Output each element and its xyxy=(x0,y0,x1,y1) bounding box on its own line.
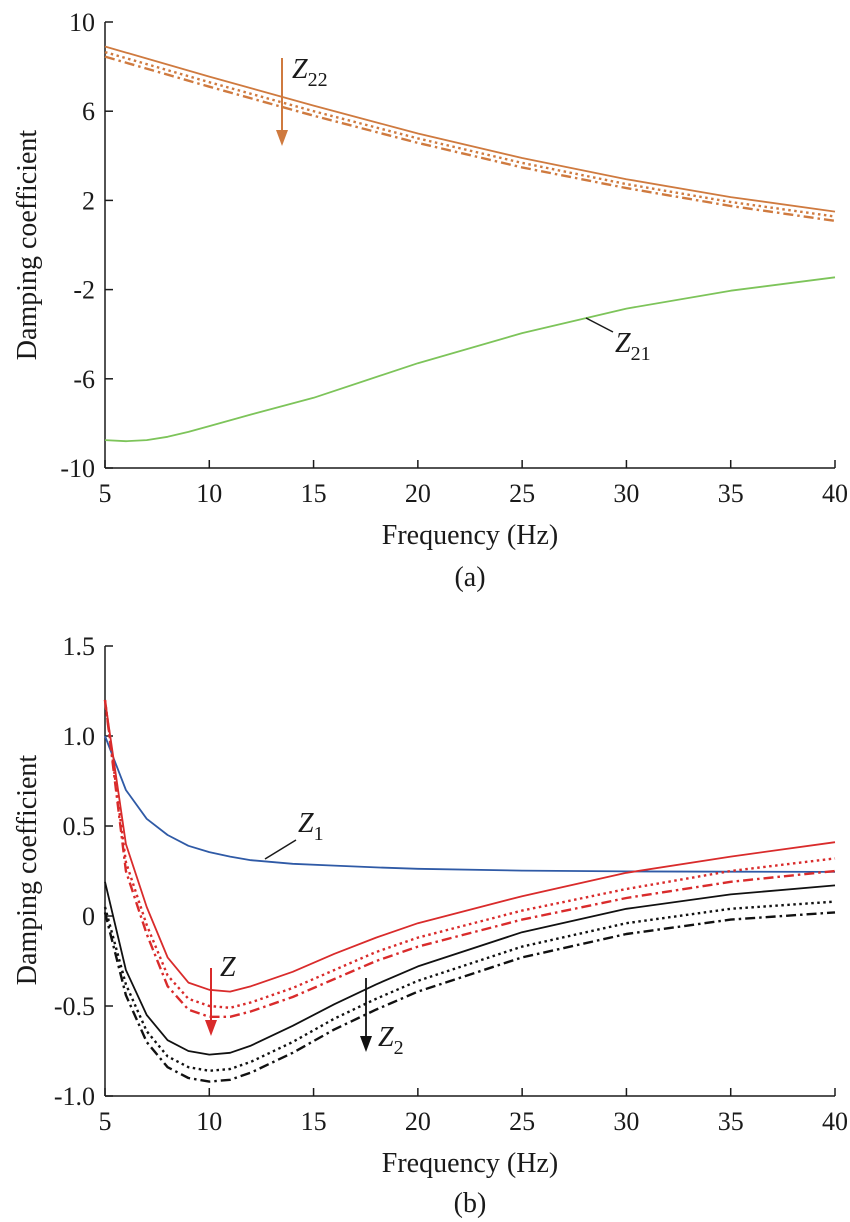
series-line-z2-solid xyxy=(104,881,836,1056)
y-tick-label: -10 xyxy=(60,454,95,483)
series-line-z21-solid xyxy=(104,276,836,443)
y-tick-label: 0 xyxy=(82,902,95,931)
x-ticks: 5 10 15 20 25 30 35 40 xyxy=(99,460,848,508)
series-line-z2-dashdot xyxy=(103,911,836,1083)
panel-label-a: (a) xyxy=(454,562,485,593)
annotation-z2: Z2 xyxy=(378,1022,404,1059)
series-line-z-dotted xyxy=(103,699,836,1009)
x-tick-label: 25 xyxy=(509,1107,535,1136)
y-axis-label: Damping coefficient xyxy=(12,755,43,986)
annotation-z1: Z1 xyxy=(298,808,324,845)
y-ticks: -10 -6 -2 2 6 10 xyxy=(60,8,113,483)
y-tick-label: 1.0 xyxy=(63,722,96,751)
panel-label-b: (b) xyxy=(454,1188,487,1219)
z-arrow-head xyxy=(205,1020,217,1036)
y-tick-label: 10 xyxy=(69,8,95,37)
x-tick-label: 30 xyxy=(613,479,639,508)
series-line-z-solid xyxy=(104,699,836,993)
x-tick-label: 40 xyxy=(822,479,848,508)
x-tick-label: 15 xyxy=(301,1107,327,1136)
y-tick-label: 2 xyxy=(82,186,95,215)
x-tick-label: 5 xyxy=(99,479,112,508)
series-line-z22-dashdot xyxy=(104,55,836,223)
annotation-z22: Z22 xyxy=(292,54,328,91)
series-line-z1-solid xyxy=(104,735,836,873)
x-tick-label: 35 xyxy=(718,479,744,508)
x-axis-label: Frequency (Hz) xyxy=(382,1148,558,1179)
x-tick-label: 10 xyxy=(196,479,222,508)
x-tick-label: 40 xyxy=(822,1107,848,1136)
x-tick-label: 20 xyxy=(405,479,431,508)
z21-leader-line xyxy=(585,317,614,333)
y-tick-label: 0.5 xyxy=(63,812,96,841)
y-tick-label: 1.5 xyxy=(63,632,96,661)
y-tick-label: -6 xyxy=(73,365,95,394)
y-tick-label: 6 xyxy=(82,97,95,126)
x-tick-label: 30 xyxy=(613,1107,639,1136)
x-axis-label: Frequency (Hz) xyxy=(382,520,558,551)
y-axis-label: Damping coefficient xyxy=(12,130,43,361)
series-line-z22-dotted xyxy=(104,50,836,218)
z2-arrow-head xyxy=(360,1036,372,1052)
y-tick-label: -1.0 xyxy=(54,1082,95,1111)
y-ticks: -1.0 -0.5 0 0.5 1.0 1.5 xyxy=(54,632,113,1111)
x-ticks: 5 10 15 20 25 30 35 40 xyxy=(99,1088,848,1136)
annotation-z21: Z21 xyxy=(615,328,651,365)
x-tick-label: 20 xyxy=(405,1107,431,1136)
series-line-z-dashdot xyxy=(103,699,836,1018)
y-tick-label: -2 xyxy=(73,276,95,305)
y-tick-label: -0.5 xyxy=(54,992,95,1021)
x-tick-label: 25 xyxy=(509,479,535,508)
chart-panel-a: -10 -6 -2 2 6 10 5 10 15 20 25 30 35 40 Z22 Z21 Freq… xyxy=(12,8,848,593)
chart-panel-b: -1.0-0.500.51.01.5 5 10 15 20 25 30 35 40 Z1 Z … xyxy=(12,632,848,1219)
x-tick-label: 5 xyxy=(99,1107,112,1136)
series-group xyxy=(104,45,836,443)
x-tick-label: 15 xyxy=(301,479,327,508)
series-line-z22-solid xyxy=(104,45,836,213)
z22-arrow-head xyxy=(276,130,288,146)
annotation-z: Z xyxy=(220,952,236,983)
z1-leader-line xyxy=(264,839,297,860)
series-line-z2-dotted xyxy=(103,900,836,1073)
x-tick-label: 35 xyxy=(718,1107,744,1136)
x-tick-label: 10 xyxy=(196,1107,222,1136)
series-group xyxy=(103,699,836,1083)
